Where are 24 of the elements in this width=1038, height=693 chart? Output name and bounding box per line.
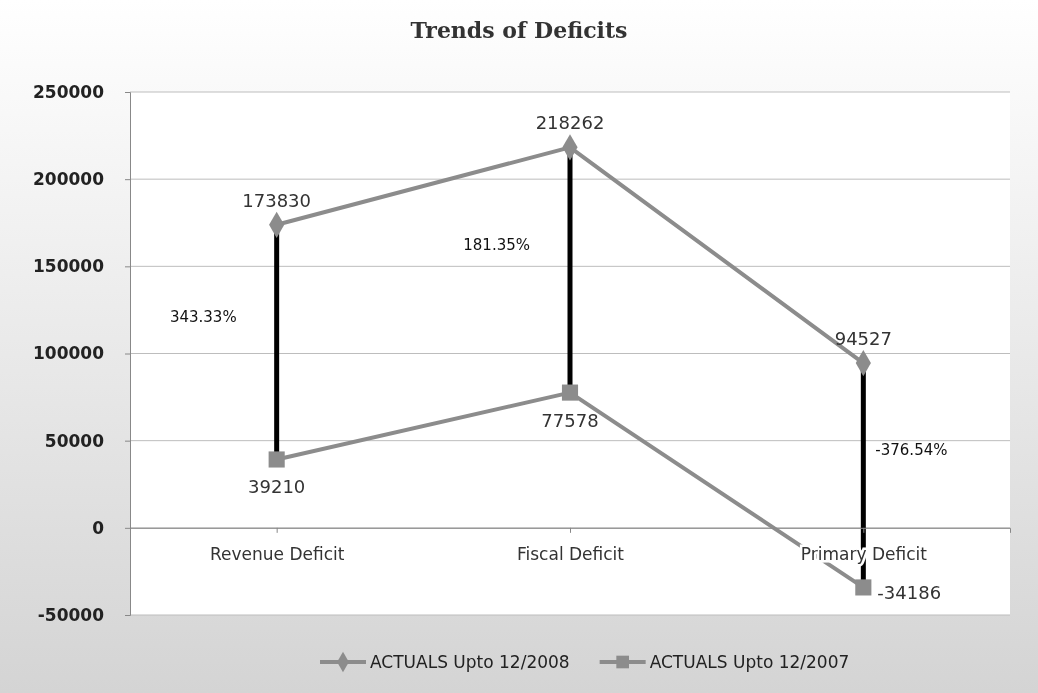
annotation: -376.54% — [875, 441, 948, 460]
data-label: 218262 — [535, 112, 605, 134]
data-label: -34186 — [877, 582, 942, 604]
annotation: 343.33% — [169, 308, 237, 327]
data-label: 77578 — [541, 409, 599, 431]
y-tick-label: 50000 — [44, 430, 105, 451]
point — [268, 451, 285, 468]
y-tick-label: 150000 — [33, 256, 105, 277]
y-tick-label: 200000 — [33, 169, 105, 190]
data-label: 39210 — [248, 476, 306, 498]
annotation: 181.35% — [463, 235, 530, 254]
legend-label: ACTUALS Upto 12/2008 — [370, 652, 570, 672]
point — [855, 579, 872, 596]
point — [561, 384, 579, 401]
y-tick-label: 250000 — [33, 81, 105, 102]
y-tick-label: -50000 — [37, 604, 105, 625]
data-label: 173830 — [242, 189, 312, 211]
x-tick-label: Revenue Deficit — [209, 543, 345, 564]
chart-title: Trends of Deficits — [410, 17, 628, 43]
data-label: 94527 — [834, 328, 892, 350]
x-tick-label: Fiscal Deficit — [516, 543, 625, 564]
y-tick-label: 100000 — [33, 343, 105, 364]
y-tick-label: 0 — [92, 517, 105, 538]
legend-label: ACTUALS Upto 12/2007 — [649, 652, 850, 672]
